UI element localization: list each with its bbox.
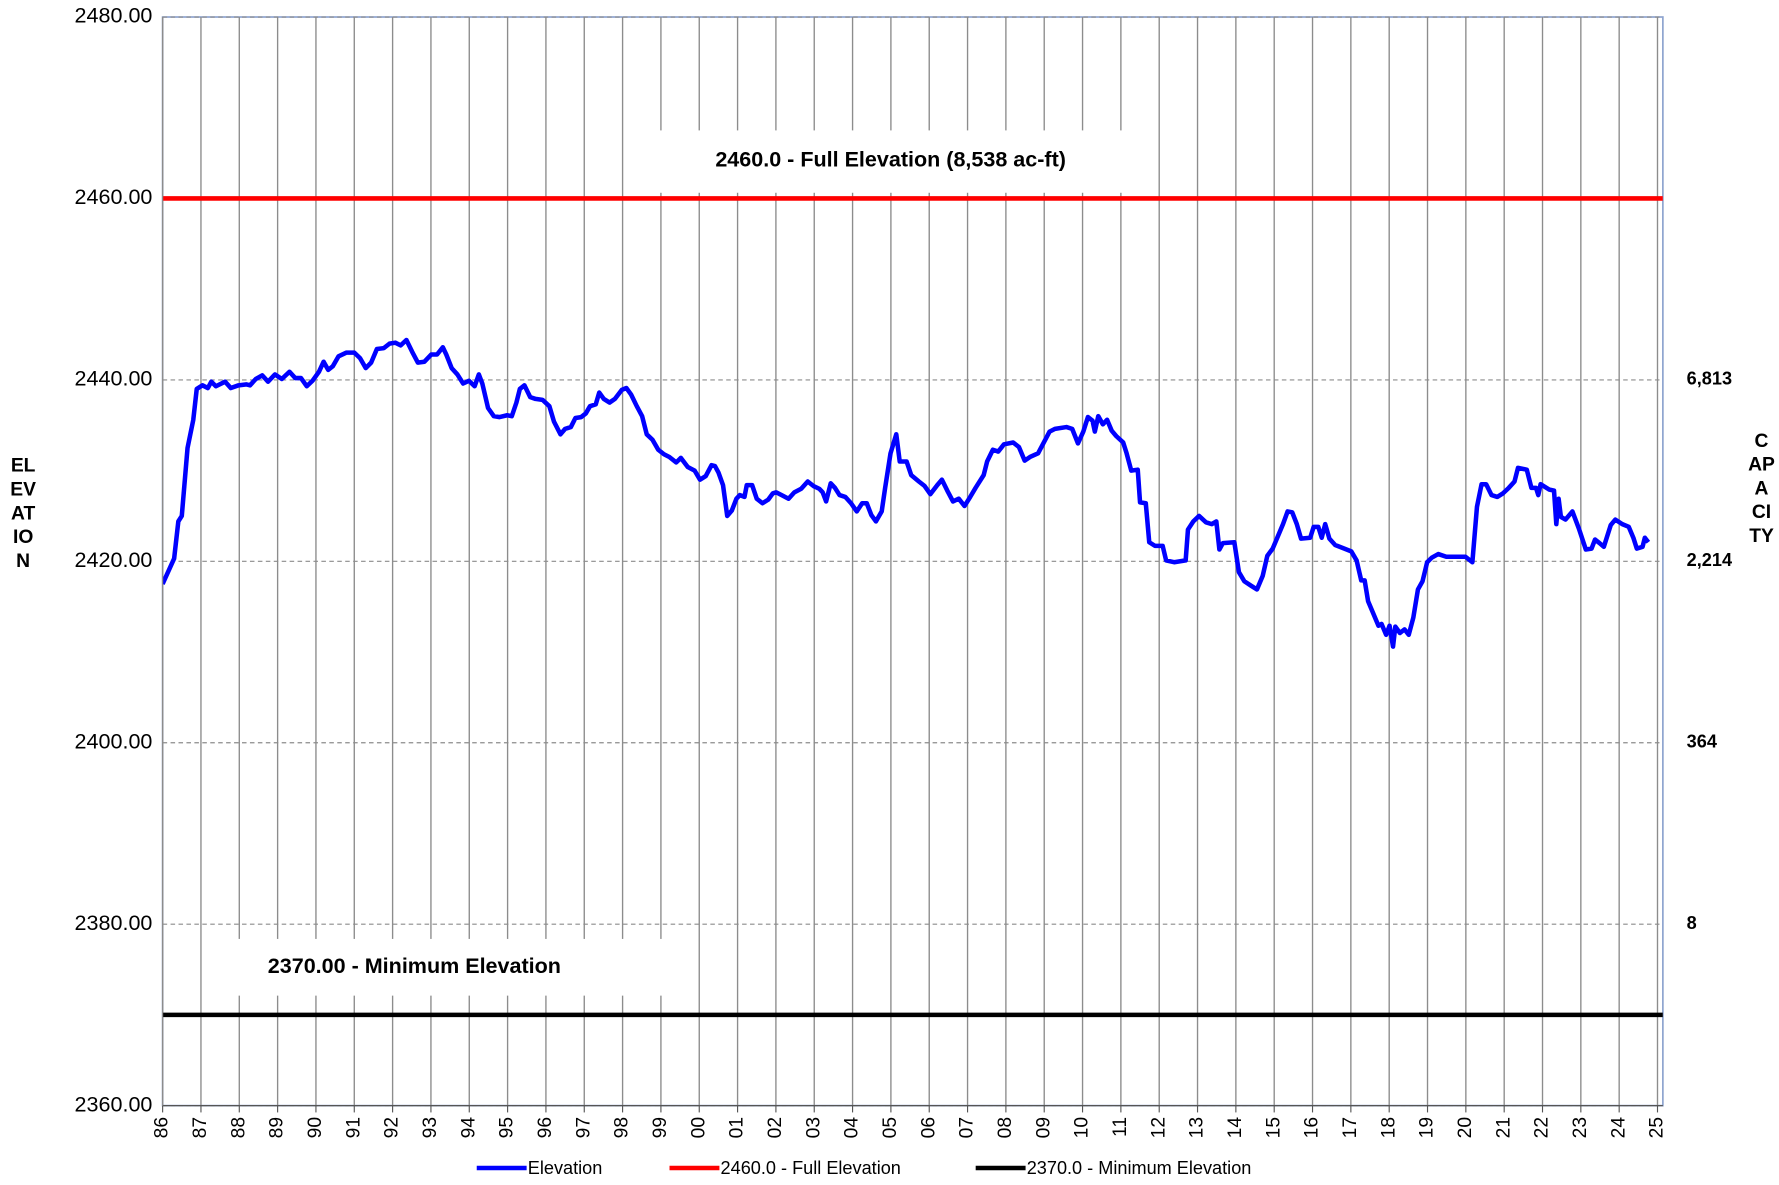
annotation-box bbox=[215, 938, 698, 996]
x-tick-label: 23 bbox=[1570, 1117, 1591, 1138]
y2-axis-title: CAPACITY bbox=[1748, 429, 1775, 547]
x-tick-label: 86 bbox=[152, 1117, 173, 1138]
x-tick-label: 95 bbox=[497, 1117, 518, 1138]
x-tick-label: 17 bbox=[1340, 1117, 1361, 1138]
y-tick-label: 2400.00 bbox=[75, 729, 153, 753]
legend-label: 2370.0 - Minimum Elevation bbox=[1027, 1158, 1252, 1178]
x-tick-label: 15 bbox=[1263, 1117, 1284, 1138]
y-tick-label: 2460.00 bbox=[75, 185, 153, 209]
x-tick-label: 89 bbox=[267, 1117, 288, 1138]
x-tick-label: 87 bbox=[190, 1117, 211, 1138]
x-tick-label: 01 bbox=[727, 1117, 748, 1138]
x-tick-label: 07 bbox=[957, 1117, 978, 1138]
x-tick-label: 03 bbox=[803, 1117, 824, 1138]
x-tick-label: 98 bbox=[612, 1117, 633, 1138]
x-tick-label: 09 bbox=[1033, 1117, 1054, 1138]
x-tick-label: 05 bbox=[880, 1117, 901, 1138]
x-tick-label: 21 bbox=[1493, 1117, 1514, 1138]
x-tick-label: 97 bbox=[573, 1117, 594, 1138]
x-tick-label: 25 bbox=[1647, 1117, 1668, 1138]
x-tick-label: 90 bbox=[305, 1117, 326, 1138]
x-tick-label: 94 bbox=[458, 1117, 479, 1139]
x-tick-label: 02 bbox=[765, 1117, 786, 1138]
x-tick-label: 92 bbox=[382, 1117, 403, 1138]
annotation: 2370.00 - Minimum Elevation bbox=[268, 954, 561, 978]
x-tick-label: 12 bbox=[1148, 1117, 1169, 1138]
y2-tick-label: 364 bbox=[1687, 732, 1717, 752]
x-tick-label: 04 bbox=[842, 1117, 863, 1139]
x-tick-label: 10 bbox=[1072, 1117, 1093, 1138]
y2-tick-label: 2,214 bbox=[1687, 550, 1732, 570]
x-tick-label: 91 bbox=[343, 1117, 364, 1138]
y-axis-title: ELEVATION bbox=[10, 454, 37, 572]
x-tick-label: 14 bbox=[1225, 1117, 1246, 1139]
y-tick-label: 2360.00 bbox=[75, 1092, 153, 1116]
x-tick-label: 22 bbox=[1532, 1117, 1553, 1138]
x-tick-label: 96 bbox=[535, 1117, 556, 1138]
y2-axis-title-box: CAPACITY bbox=[1748, 429, 1775, 547]
legend-label: 2460.0 - Full Elevation bbox=[721, 1158, 901, 1178]
x-tick-label: 13 bbox=[1187, 1117, 1208, 1138]
x-tick-label: 18 bbox=[1378, 1117, 1399, 1138]
x-tick-label: 19 bbox=[1417, 1117, 1438, 1138]
y-tick-label: 2420.00 bbox=[75, 548, 153, 572]
y-tick-label: 2480.00 bbox=[75, 4, 153, 28]
y-tick-label: 2440.00 bbox=[75, 367, 153, 391]
legend-label: Elevation bbox=[528, 1158, 603, 1178]
x-tick-label: 20 bbox=[1455, 1117, 1476, 1138]
x-tick-label: 88 bbox=[228, 1117, 249, 1138]
x-tick-label: 93 bbox=[420, 1117, 441, 1138]
y2-tick-label: 6,813 bbox=[1687, 369, 1732, 389]
series-line bbox=[162, 337, 1651, 649]
x-tick-label: 11 bbox=[1110, 1117, 1131, 1137]
y-axis-title-box: ELEVATION bbox=[10, 454, 37, 572]
x-tick-label: 00 bbox=[688, 1117, 709, 1138]
x-tick-label: 08 bbox=[995, 1117, 1016, 1138]
x-tick-label: 16 bbox=[1302, 1117, 1323, 1138]
x-tick-label: 24 bbox=[1608, 1117, 1629, 1139]
x-tick-label: 99 bbox=[650, 1117, 671, 1138]
x-tick-label: 06 bbox=[918, 1117, 939, 1138]
annotation: 2460.0 - Full Elevation (8,538 ac-ft) bbox=[715, 148, 1066, 172]
annotation-box bbox=[658, 130, 1124, 193]
y-tick-label: 2380.00 bbox=[75, 911, 153, 935]
y2-tick-label: 8 bbox=[1687, 913, 1697, 933]
